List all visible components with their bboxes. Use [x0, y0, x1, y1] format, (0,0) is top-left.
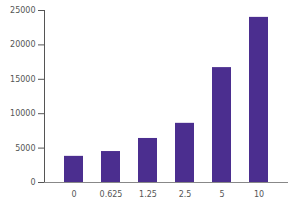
- svg-text:5: 5: [219, 190, 224, 199]
- svg-text:0: 0: [71, 190, 76, 199]
- svg-text:5000: 5000: [15, 144, 35, 153]
- svg-text:1.25: 1.25: [139, 190, 157, 199]
- svg-text:15000: 15000: [10, 75, 35, 84]
- svg-text:0: 0: [30, 178, 35, 187]
- svg-text:10: 10: [254, 190, 264, 199]
- svg-text:10000: 10000: [10, 109, 35, 118]
- svg-text:2.5: 2.5: [179, 190, 192, 199]
- svg-text:25000: 25000: [10, 6, 35, 15]
- svg-text:20000: 20000: [10, 40, 35, 49]
- svg-text:0.625: 0.625: [100, 190, 123, 199]
